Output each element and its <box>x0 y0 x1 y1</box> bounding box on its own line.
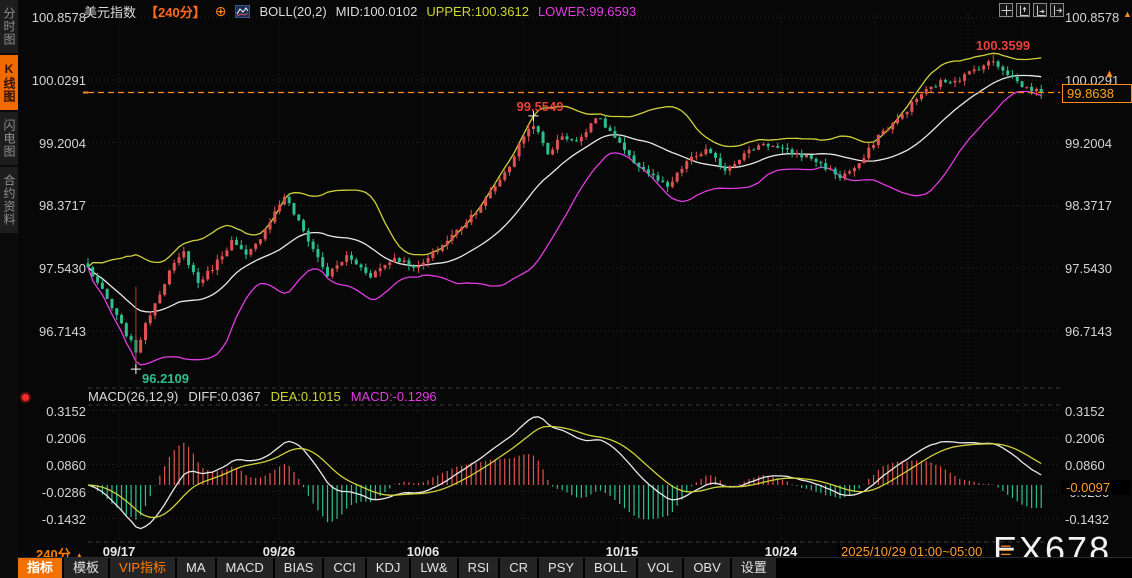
current-bar-time-range: 2025/10/29 01:00~05:00 <box>838 544 986 559</box>
boll-upper-value: UPPER:100.3612 <box>426 3 529 19</box>
price-axis-label: 100.8578 <box>31 10 86 25</box>
sidebar-item-contract-info[interactable]: 合约资料 <box>0 167 18 233</box>
tab-cr[interactable]: CR <box>500 558 538 578</box>
macd-axis-label: 0.2006 <box>46 431 86 446</box>
scale-y-axis-icon[interactable] <box>1016 3 1030 17</box>
price-axis-label: 99.2004 <box>39 136 86 151</box>
macd-diff-value: DIFF:0.0367 <box>188 389 261 404</box>
price-axis-label: 97.5430 <box>39 261 86 276</box>
swing-high-annotation: 99.5549 <box>516 99 564 114</box>
macd-axis-label: 0.0860 <box>1065 458 1105 473</box>
date-axis-label: 10/15 <box>605 544 639 559</box>
tab-ma[interactable]: MA <box>177 558 215 578</box>
chart-toolbar <box>999 3 1064 17</box>
tab-vol[interactable]: VOL <box>638 558 683 578</box>
tab-rsi[interactable]: RSI <box>458 558 499 578</box>
boll-mid-value: MID:100.0102 <box>335 3 418 19</box>
menu-icon[interactable]: ☰ <box>1000 543 1012 558</box>
peak-high-annotation: 100.3599 <box>975 38 1031 53</box>
date-axis-label: 10/24 <box>764 544 798 559</box>
tab-obv[interactable]: OBV <box>684 558 730 578</box>
boll-lower-value: LOWER:99.6593 <box>537 3 637 19</box>
price-axis-label: 100.0291 <box>31 73 86 88</box>
current-macd-badge: -0.0097 <box>1062 480 1130 495</box>
swing-low-annotation: 96.2109 <box>142 371 189 386</box>
macd-header: MACD(26,12,9) DIFF:0.0367 DEA:0.1015 MAC… <box>88 389 437 404</box>
tab-boll[interactable]: BOLL <box>585 558 637 578</box>
scroll-up-arrow-icon[interactable]: ▲ <box>1123 9 1132 19</box>
timeframe-arrow-icon: ▲ <box>74 551 84 562</box>
tab-indicators[interactable]: 指标 <box>18 558 63 578</box>
price-axis-label: 100.8578 <box>1065 10 1120 25</box>
macd-macd-value: MACD:-0.1296 <box>350 389 437 404</box>
macd-settings-icon[interactable] <box>22 394 29 401</box>
tab-cci[interactable]: CCI <box>324 558 365 578</box>
price-axis-label: 97.5430 <box>1065 261 1112 276</box>
macd-axis-label: 0.0860 <box>46 458 86 473</box>
tab-kdj[interactable]: KDJ <box>366 558 410 578</box>
price-axis-label: 96.7143 <box>39 324 86 339</box>
move-crosshair-icon[interactable] <box>999 3 1013 17</box>
tab-macd[interactable]: MACD <box>216 558 273 578</box>
date-axis-label: 09/17 <box>102 544 136 559</box>
price-axis-label: 98.3717 <box>1065 198 1112 213</box>
price-up-arrow-icon: ▲ <box>1104 68 1115 80</box>
tab-templates[interactable]: 模板 <box>64 558 109 578</box>
date-axis-label: 10/06 <box>406 544 440 559</box>
tab-vip-indicators[interactable]: VIP指标 <box>110 558 175 578</box>
price-axis-label: 99.2004 <box>1065 136 1112 151</box>
add-indicator-icon[interactable]: ⊕ <box>214 3 227 19</box>
chart-header: 美元指数 【240分】 ⊕ BOLL(20,2) MID:100.0102 UP… <box>84 3 637 20</box>
sidebar-item-kline-chart[interactable]: K线图 <box>0 55 18 110</box>
macd-axis-label: -0.1432 <box>41 512 86 527</box>
macd-axis-label: -0.0286 <box>41 485 86 500</box>
scale-x-axis-icon[interactable] <box>1033 3 1047 17</box>
price-axis-label: 98.3717 <box>39 198 86 213</box>
sidebar-item-lightning-chart[interactable]: 闪电图 <box>0 112 18 165</box>
macd-axis-label: 0.3152 <box>1065 404 1105 419</box>
symbol-title: 美元指数 <box>84 4 137 20</box>
tab-lw[interactable]: LW& <box>411 558 457 578</box>
macd-dea-value: DEA:0.1015 <box>270 389 341 404</box>
chart-thumbnail-icon[interactable] <box>235 4 251 18</box>
price-axis-label: 96.7143 <box>1065 324 1112 339</box>
current-price-badge: 99.8638 <box>1062 84 1132 103</box>
sidebar-item-time-chart[interactable]: 分时图 <box>0 0 18 53</box>
boll-indicator-label: BOLL(20,2) <box>259 3 327 19</box>
date-axis-label: 09/26 <box>262 544 296 559</box>
tab-bias[interactable]: BIAS <box>274 558 323 578</box>
timeframe-label[interactable]: 【240分】 <box>145 4 206 20</box>
macd-axis-label: -0.1432 <box>1065 512 1110 527</box>
macd-title: MACD(26,12,9) <box>88 389 179 404</box>
tab-settings[interactable]: 设置 <box>731 558 776 578</box>
macd-axis-label: 0.2006 <box>1065 431 1105 446</box>
indicator-tabbar: 指标 模板 VIP指标 MA MACD BIAS CCI KDJ LW& RSI… <box>18 557 1132 578</box>
chart-type-sidebar: 分时图 K线图 闪电图 合约资料 <box>0 0 18 578</box>
pan-right-icon[interactable] <box>1050 3 1064 17</box>
macd-axis-label: 0.3152 <box>46 404 86 419</box>
tab-psy[interactable]: PSY <box>539 558 584 578</box>
